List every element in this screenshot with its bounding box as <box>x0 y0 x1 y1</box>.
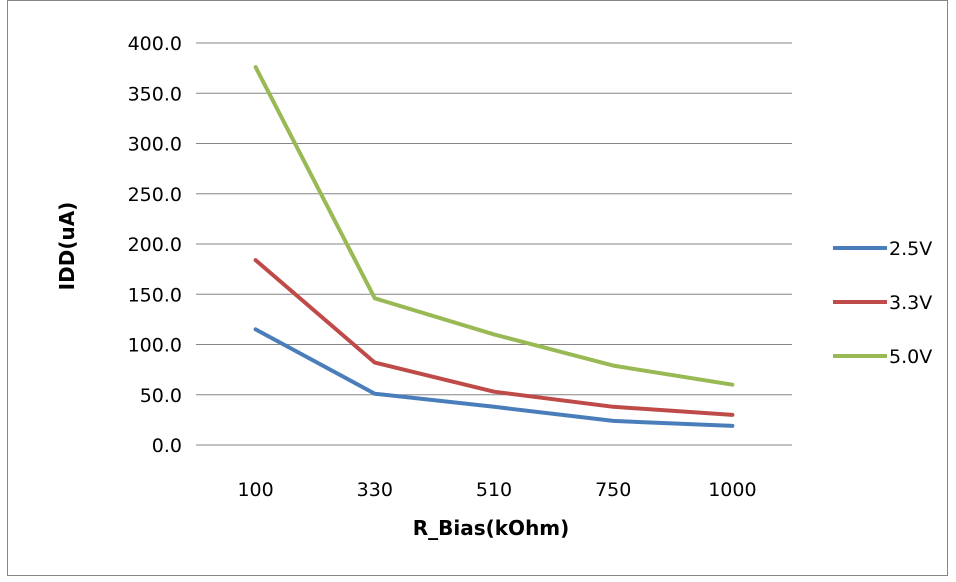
x-tick-label: 330 <box>357 479 393 501</box>
series-line-5.0V <box>253 65 735 387</box>
x-tick-label: 750 <box>595 479 631 501</box>
x-axis-title: R_Bias(kOhm) <box>413 516 570 540</box>
series-line-2.5V <box>253 327 735 428</box>
y-tick-label: 0.0 <box>152 435 182 457</box>
legend: 2.5V 3.3V 5.0V <box>833 238 932 368</box>
x-axis-ticks: 100 330 510 750 1000 <box>237 479 756 501</box>
y-tick-label: 150.0 <box>128 284 182 306</box>
y-tick-label: 400.0 <box>128 33 182 55</box>
x-tick-label: 510 <box>476 479 512 501</box>
y-axis-ticks: 0.0 50.0 100.0 150.0 200.0 250.0 300.0 350.0 400… <box>128 33 182 457</box>
y-tick-label: 100.0 <box>128 335 182 357</box>
y-tick-label: 250.0 <box>128 184 182 206</box>
x-tick-label: 100 <box>237 479 273 501</box>
legend-label: 3.3V <box>889 292 932 314</box>
gridlines <box>196 42 792 446</box>
series-lines <box>253 65 735 428</box>
series-line-3.3V <box>253 258 735 417</box>
x-tick-label: 1000 <box>708 479 756 501</box>
y-tick-label: 350.0 <box>128 83 182 105</box>
legend-label: 5.0V <box>889 346 932 368</box>
legend-label: 2.5V <box>889 238 932 260</box>
y-tick-label: 50.0 <box>140 385 182 407</box>
y-axis-title: IDD(uA) <box>55 202 79 291</box>
y-tick-label: 300.0 <box>128 134 182 156</box>
y-tick-label: 200.0 <box>128 234 182 256</box>
chart-area <box>7 0 948 576</box>
